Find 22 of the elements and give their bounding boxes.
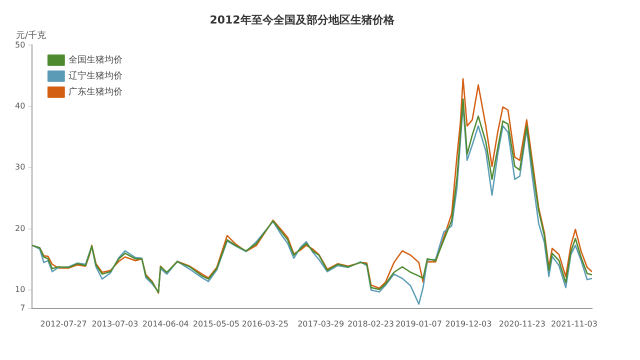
- x-tick-label: 2014-06-04: [142, 319, 189, 328]
- y-tick-label: 50: [14, 40, 26, 50]
- x-tick-label: 2019-12-03: [445, 319, 492, 328]
- y-tick-label: 10: [14, 285, 26, 294]
- x-tick-label: 2016-03-25: [242, 319, 288, 328]
- x-tick-label: 2017-03-29: [298, 319, 344, 328]
- x-tick-label: 2018-02-23: [348, 319, 394, 328]
- y-tick-label: 40: [14, 101, 26, 110]
- legend-label: 全国生猪均价: [68, 54, 123, 66]
- x-tick-label: 2019-01-07: [395, 319, 442, 328]
- x-tick-label: 2015-05-05: [192, 319, 240, 328]
- x-tick-label: 2021-11-03: [550, 319, 598, 328]
- y-tick-label: 30: [14, 162, 26, 172]
- y-axis-title: 元/千克: [16, 30, 46, 42]
- legend-label: 辽宁生猪均价: [68, 70, 123, 82]
- x-tick-label: 2013-07-03: [92, 319, 138, 328]
- y-tick-label: 20: [14, 224, 26, 233]
- legend-label: 广东生猪均价: [68, 86, 123, 98]
- chart-title: 2012年至今全国及部分地区生猪价格: [210, 13, 396, 26]
- y-tick-label: 7: [20, 303, 26, 312]
- x-tick-label: 2020-11-23: [498, 319, 546, 328]
- x-tick-label: 2012-07-27: [40, 319, 87, 328]
